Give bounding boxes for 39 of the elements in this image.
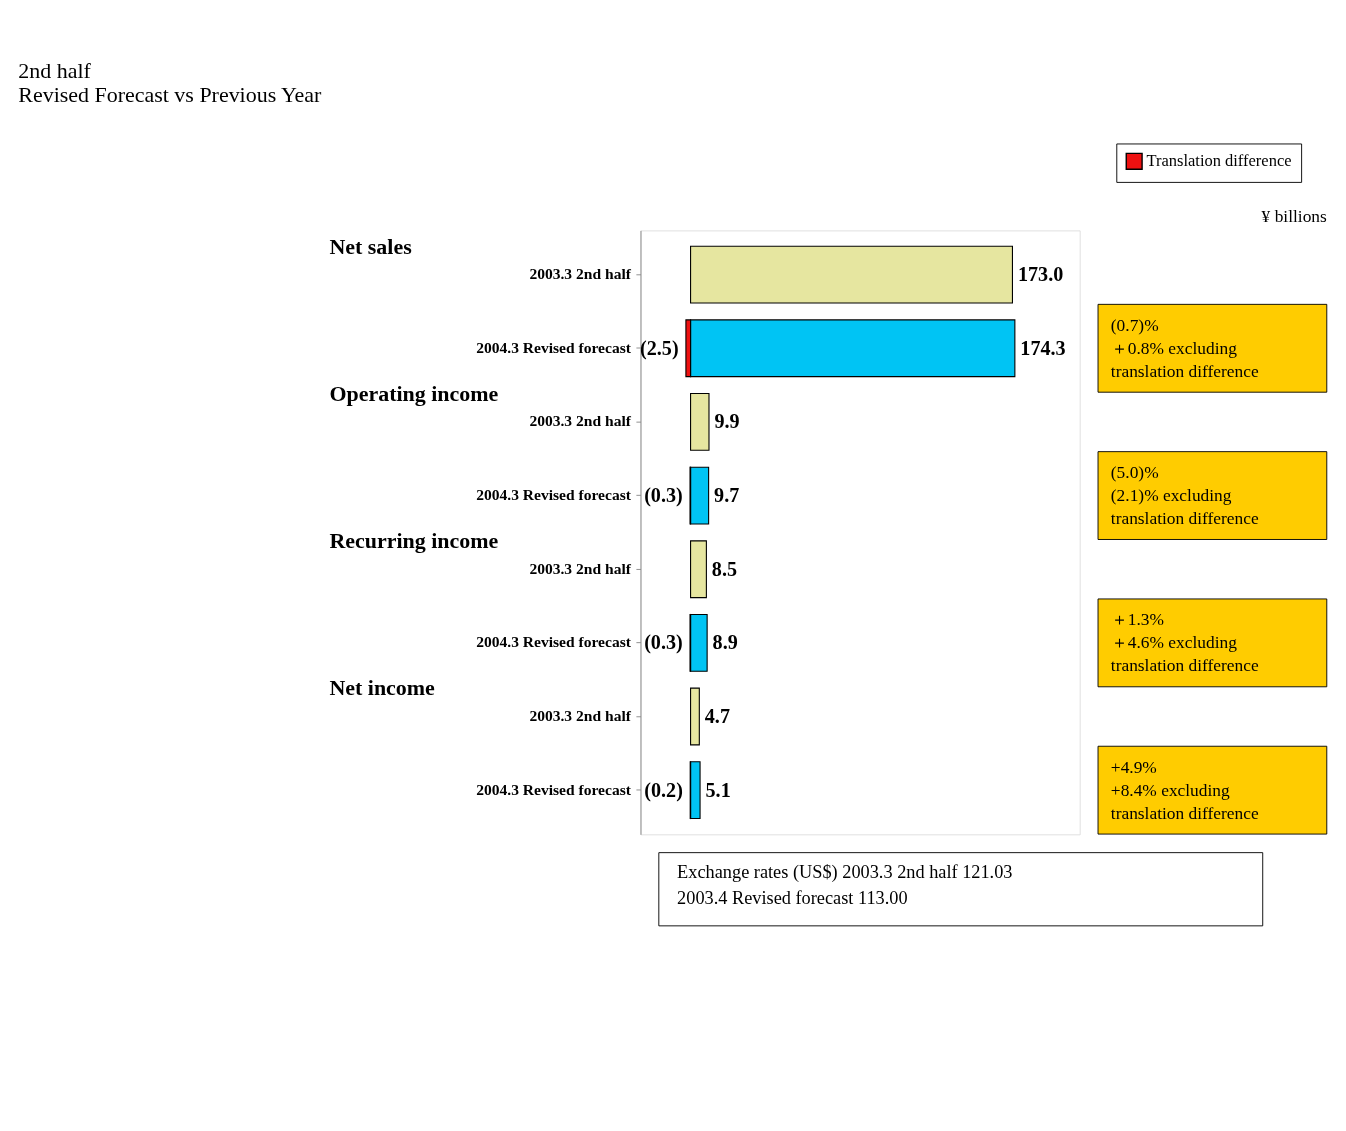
y-tick-label: 2003.3 2nd half [529,265,632,283]
text: Operating income [329,380,499,406]
bar [690,761,701,820]
data-label: (0.3) [644,631,683,655]
text: (0.7)% ＋0.8% excluding translation difference [1110,315,1259,381]
y-tick-label: 2004.3 Revised forecast [476,338,632,356]
bar [690,245,1013,304]
text: 2nd half Revised Forecast vs Previous Year [18,58,323,107]
y-tick-label: 2003.3 2nd half [529,412,632,430]
text: ¥ billions [1261,207,1328,227]
data-label: (0.2) [644,778,683,802]
data-label: (0.3) [644,483,683,507]
data-label: 173.0 [1017,263,1064,286]
y-tick-label: 2004.3 Revised forecast [476,486,632,504]
y-tick-label: 2004.3 Revised forecast [476,780,632,798]
bar [690,540,707,599]
data-label: 9.7 [714,483,740,506]
data-label: 8.5 [711,557,738,580]
bar [690,393,710,451]
text: Net sales [329,233,412,259]
text: Recurring income [329,528,499,554]
text: Exchange rates (US$) 2003.3 2nd half 121.03 2003.4 Revised forecast 113.00 [677,862,1013,908]
bar [690,466,710,525]
data-label: 5.1 [705,778,731,801]
data-label: 9.9 [714,410,740,433]
y-tick-label: 2003.3 2nd half [529,559,632,577]
text: (5.0)% (2.1)% excluding translation difference [1110,463,1259,528]
data-label: (2.5) [640,336,679,360]
bar [690,687,700,746]
y-tick-label: 2004.3 Revised forecast [476,633,632,651]
text: ＋1.3% ＋4.6% excluding translation difference [1110,610,1259,676]
text: Net income [329,675,436,701]
legend-label: Translation difference [1146,150,1292,170]
bar [690,613,708,672]
data-label: 174.3 [1020,336,1066,359]
y-tick-label: 2003.3 2nd half [529,707,632,725]
text: +4.9% +8.4% excluding translation difference [1110,757,1259,823]
data-label: 4.7 [704,704,730,727]
data-label: 8.9 [712,631,738,654]
